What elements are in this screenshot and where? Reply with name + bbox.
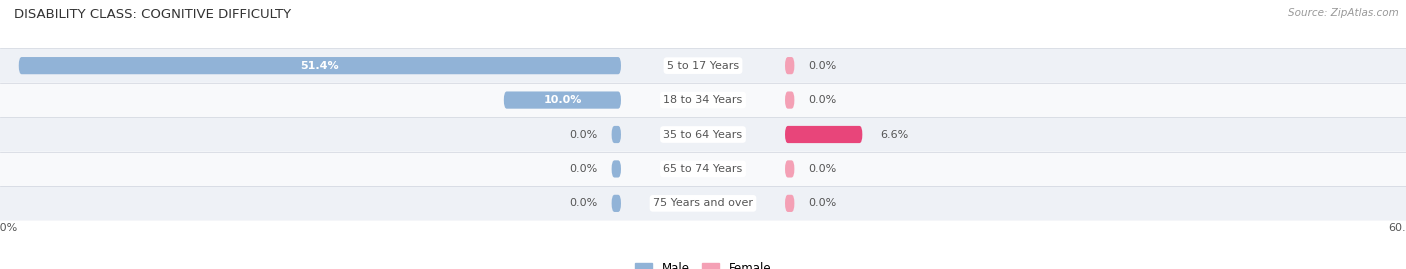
FancyBboxPatch shape	[0, 152, 1406, 186]
FancyBboxPatch shape	[0, 83, 1406, 117]
FancyBboxPatch shape	[785, 126, 862, 143]
Text: 6.6%: 6.6%	[880, 129, 908, 140]
FancyBboxPatch shape	[785, 57, 794, 74]
FancyBboxPatch shape	[0, 117, 1406, 152]
Text: 0.0%: 0.0%	[808, 198, 837, 208]
Text: 65 to 74 Years: 65 to 74 Years	[664, 164, 742, 174]
Text: Source: ZipAtlas.com: Source: ZipAtlas.com	[1288, 8, 1399, 18]
Text: 18 to 34 Years: 18 to 34 Years	[664, 95, 742, 105]
FancyBboxPatch shape	[0, 48, 1406, 83]
FancyBboxPatch shape	[612, 126, 621, 143]
FancyBboxPatch shape	[612, 160, 621, 178]
FancyBboxPatch shape	[503, 91, 621, 109]
Text: 0.0%: 0.0%	[808, 95, 837, 105]
Text: 35 to 64 Years: 35 to 64 Years	[664, 129, 742, 140]
FancyBboxPatch shape	[785, 195, 794, 212]
Text: 0.0%: 0.0%	[569, 198, 598, 208]
Text: 0.0%: 0.0%	[569, 129, 598, 140]
Text: 5 to 17 Years: 5 to 17 Years	[666, 61, 740, 71]
Text: DISABILITY CLASS: COGNITIVE DIFFICULTY: DISABILITY CLASS: COGNITIVE DIFFICULTY	[14, 8, 291, 21]
Text: 0.0%: 0.0%	[569, 164, 598, 174]
FancyBboxPatch shape	[612, 195, 621, 212]
FancyBboxPatch shape	[0, 186, 1406, 221]
FancyBboxPatch shape	[18, 57, 621, 74]
Text: 0.0%: 0.0%	[808, 61, 837, 71]
Text: 10.0%: 10.0%	[543, 95, 582, 105]
Text: 75 Years and over: 75 Years and over	[652, 198, 754, 208]
Legend: Male, Female: Male, Female	[630, 258, 776, 269]
FancyBboxPatch shape	[785, 160, 794, 178]
Text: 0.0%: 0.0%	[808, 164, 837, 174]
Text: 51.4%: 51.4%	[301, 61, 339, 71]
FancyBboxPatch shape	[785, 91, 794, 109]
